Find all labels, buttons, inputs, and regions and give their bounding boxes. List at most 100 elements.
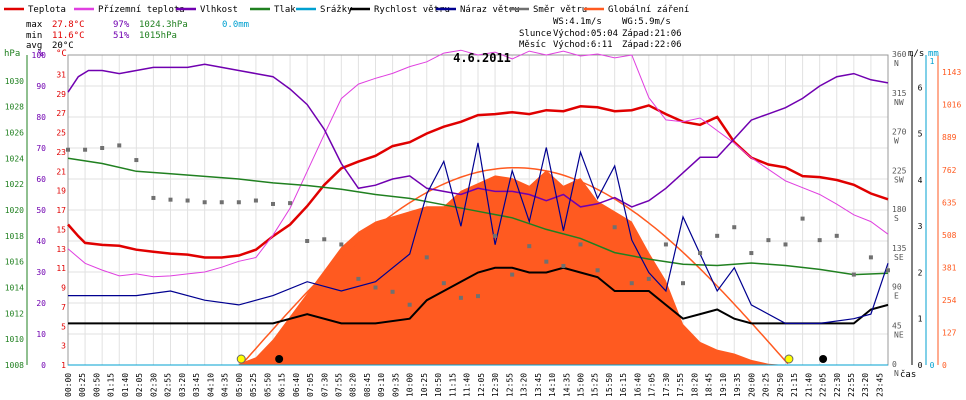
mesic-rise: Východ:6:11 — [553, 40, 613, 50]
wm2-tick-label: 762 — [942, 166, 957, 175]
x-axis-label: čas — [900, 369, 916, 380]
wind-direction-point — [424, 255, 429, 260]
wind-direction-point — [715, 233, 720, 238]
stat-min-hum: 51% — [113, 31, 130, 41]
x-tick-label: 05:50 — [263, 373, 272, 397]
pct-tick-label: 40 — [36, 237, 46, 246]
chart-info: max 27.8°C 97% 1024.3hPa 0.0mm min 11.6°… — [26, 17, 682, 65]
wind-direction-point — [851, 272, 856, 277]
x-tick-label: 19:10 — [719, 373, 728, 397]
temp-tick-label: 3 — [61, 342, 66, 351]
pct-tick-label: 0 — [41, 361, 46, 370]
dir-tick-value: 0 — [892, 360, 897, 369]
wm2-tick-label: 0 — [942, 361, 947, 370]
hpa-tick-label: 1018 — [5, 232, 24, 241]
x-tick-label: 23:45 — [875, 373, 884, 397]
dir-tick-label: NW — [894, 98, 904, 107]
legend-label: Vlhkost — [200, 5, 238, 15]
dir-tick-value: 90 — [892, 283, 902, 292]
legend-label: Srážky — [320, 5, 353, 15]
x-tick-label: 10:50 — [434, 373, 443, 397]
mm-tick-label: 1 — [930, 57, 935, 66]
legend-label: Rychlost větru — [374, 5, 450, 15]
temp-tick-label: 23 — [56, 148, 66, 157]
temp-tick-label: 1 — [61, 361, 66, 370]
hpa-tick-label: 1030 — [5, 77, 24, 86]
x-tick-label: 02:05 — [135, 373, 144, 397]
x-tick-label: 13:20 — [520, 373, 529, 397]
dir-tick-label: E — [894, 292, 899, 301]
hpa-tick-label: 1028 — [5, 103, 24, 112]
wind-direction-point — [578, 242, 583, 247]
wind-direction-point — [305, 239, 310, 243]
dir-tick-value: 135 — [892, 244, 907, 253]
sunset-marker — [784, 354, 794, 364]
slunce-set: Západ:21:06 — [622, 29, 682, 39]
x-tick-label: 07:05 — [306, 373, 315, 397]
pct-tick-label: 90 — [36, 82, 46, 91]
temp-tick-label: 27 — [56, 109, 66, 118]
sunrise-marker — [236, 354, 246, 364]
x-tick-label: 02:55 — [164, 373, 173, 397]
wind-direction-point — [288, 201, 293, 206]
x-tick-label: 21:15 — [790, 373, 799, 397]
chart-axes: 1008101010121014101610181020102210241026… — [4, 49, 961, 397]
wind-direction-point — [868, 255, 873, 260]
wind-direction-point — [817, 238, 822, 243]
ms-tick-label: 0 — [918, 361, 923, 370]
pct-unit-label: % — [38, 49, 44, 59]
ms-tick-label: 4 — [918, 176, 923, 185]
ms-tick-label: 2 — [918, 268, 923, 277]
slunce-label: Slunce — [519, 29, 552, 39]
wind-direction-point — [612, 225, 617, 230]
hpa-unit-label: hPa — [4, 49, 20, 59]
dir-tick-label: SE — [894, 253, 904, 262]
x-tick-label: 07:55 — [334, 373, 343, 397]
legend-label: Teplota — [28, 5, 66, 15]
wind-direction-point — [134, 158, 139, 163]
wind-direction-point — [407, 302, 412, 307]
stat-max-press: 1024.3hPa — [139, 20, 188, 30]
pct-tick-label: 50 — [36, 206, 46, 215]
x-tick-label: 17:30 — [662, 373, 671, 397]
wind-direction-point — [100, 146, 105, 150]
stat-max-temp: 27.8°C — [52, 20, 85, 30]
x-tick-label: 18:20 — [690, 373, 699, 397]
x-tick-label: 11:15 — [448, 373, 457, 397]
x-tick-label: 05:25 — [249, 373, 258, 397]
dir-tick-label: W — [894, 137, 899, 146]
ms-unit-label: m/s — [908, 49, 924, 59]
dir-tick-label: SW — [894, 175, 904, 184]
temp-tick-label: 15 — [56, 225, 66, 234]
wind-direction-point — [168, 197, 173, 202]
x-tick-label: 15:25 — [591, 373, 600, 397]
x-tick-label: 05:00 — [235, 373, 244, 397]
temp-tick-label: 7 — [61, 303, 66, 312]
wind-direction-point — [219, 200, 224, 205]
x-tick-label: 09:35 — [391, 373, 400, 397]
x-tick-label: 01:15 — [107, 373, 116, 397]
wind-direction-point — [185, 198, 190, 203]
temp-tick-label: 29 — [56, 90, 66, 99]
wm2-tick-label: 127 — [942, 328, 957, 337]
x-tick-label: 07:30 — [320, 373, 329, 397]
wm2-tick-label: 1143 — [942, 68, 961, 77]
wm2-tick-label: 1016 — [942, 101, 961, 110]
wind-direction-point — [834, 233, 839, 238]
wind-ws: WS:4.1m/s — [553, 17, 602, 27]
legend-label: Směr větru — [533, 5, 587, 15]
pct-tick-label: 60 — [36, 175, 46, 184]
hpa-tick-label: 1022 — [5, 180, 24, 189]
wm2-tick-label: 254 — [942, 296, 957, 305]
series-line — [67, 49, 889, 278]
x-tick-label: 08:45 — [363, 373, 372, 397]
x-tick-label: 04:10 — [206, 373, 215, 397]
chart-legend: Teplota Přízemní teplota Vlhkost Tlak Srážky… — [4, 5, 689, 15]
chart-title: 4.6.2011 — [453, 51, 511, 65]
moonrise-marker — [275, 355, 284, 363]
x-tick-label: 13:45 — [534, 373, 543, 397]
wind-direction-point — [527, 244, 532, 249]
x-tick-label: 10:25 — [420, 373, 429, 397]
temp-tick-label: 5 — [61, 322, 66, 331]
